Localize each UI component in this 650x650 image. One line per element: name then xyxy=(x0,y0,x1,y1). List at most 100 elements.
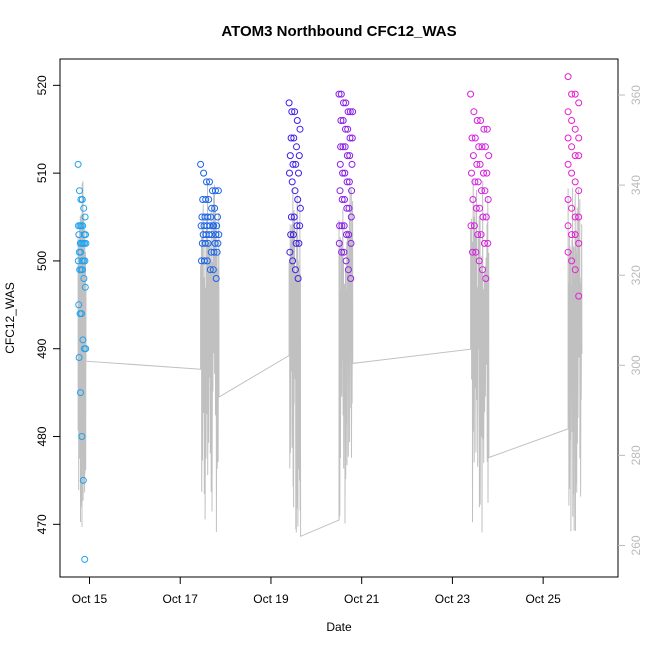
data-point xyxy=(208,204,216,212)
data-point xyxy=(214,213,221,221)
data-point xyxy=(341,169,349,177)
data-point xyxy=(345,204,353,212)
y2-tick-label: 340 xyxy=(629,175,643,195)
data-point xyxy=(289,160,297,168)
data-point xyxy=(81,213,89,221)
data-point xyxy=(213,248,221,256)
data-point xyxy=(335,239,343,247)
y2-axis: 260 280 300 320 340 360 xyxy=(618,85,643,555)
data-point xyxy=(208,231,216,239)
data-point xyxy=(286,152,294,160)
data-point xyxy=(207,213,215,221)
data-point xyxy=(564,196,572,203)
data-point xyxy=(293,117,301,124)
data-point xyxy=(291,187,299,195)
data-point xyxy=(571,213,579,221)
x-tick-label: Oct 19 xyxy=(253,592,289,606)
y2-tick-label: 300 xyxy=(629,355,643,375)
data-point xyxy=(296,204,304,212)
data-point xyxy=(339,169,347,177)
data-point xyxy=(571,266,579,274)
data-point xyxy=(571,90,579,98)
data-point xyxy=(296,125,304,133)
data-point xyxy=(345,231,353,239)
data-point xyxy=(212,275,220,282)
data-point xyxy=(348,160,356,168)
data-point xyxy=(575,187,583,195)
x-tick-label: Oct 17 xyxy=(163,592,199,606)
data-point xyxy=(568,231,576,239)
data-point xyxy=(74,160,82,168)
data-point xyxy=(568,169,576,177)
data-point xyxy=(343,231,350,239)
y2-tick-label: 280 xyxy=(629,445,643,465)
data-point xyxy=(477,231,485,239)
point-layer xyxy=(74,73,583,563)
x-tick-label: Oct 21 xyxy=(344,592,380,606)
data-point xyxy=(286,248,294,256)
data-point xyxy=(482,275,490,282)
data-point xyxy=(481,187,489,195)
data-point xyxy=(564,222,572,230)
data-point xyxy=(467,222,475,230)
data-point xyxy=(571,152,579,160)
data-point xyxy=(341,143,349,151)
data-point xyxy=(337,117,345,124)
data-point xyxy=(575,134,583,142)
data-point xyxy=(339,117,347,124)
data-point xyxy=(343,178,351,186)
data-point xyxy=(571,125,579,133)
data-point xyxy=(348,187,356,195)
data-point xyxy=(341,196,348,203)
data-point xyxy=(568,257,576,265)
data-point xyxy=(575,99,583,107)
data-point xyxy=(476,204,484,212)
data-point xyxy=(472,248,480,256)
data-point xyxy=(290,213,298,221)
data-point xyxy=(475,257,483,265)
data-point xyxy=(79,222,87,230)
data-point xyxy=(343,204,351,212)
data-point xyxy=(75,301,83,309)
data-point xyxy=(295,169,302,177)
data-point xyxy=(480,169,487,177)
x-axis: Oct 15 Oct 17 Oct 19 Oct 21 Oct 23 Oct 25 xyxy=(72,576,561,606)
data-point xyxy=(342,125,349,133)
data-point xyxy=(290,134,298,142)
data-point xyxy=(78,433,86,440)
data-point xyxy=(214,187,222,195)
data-point xyxy=(479,213,487,221)
data-point xyxy=(467,90,475,98)
data-point xyxy=(483,125,491,133)
data-point xyxy=(568,117,576,124)
data-point xyxy=(295,152,303,160)
data-point xyxy=(469,196,477,203)
data-point xyxy=(568,90,576,98)
data-point xyxy=(348,134,356,142)
data-point xyxy=(472,204,480,212)
data-point xyxy=(204,213,212,221)
data-point xyxy=(476,160,484,168)
data-point xyxy=(79,266,86,274)
y-tick-label: 500 xyxy=(35,251,49,271)
data-point xyxy=(81,283,89,291)
data-point xyxy=(200,169,208,177)
data-point xyxy=(568,204,576,212)
data-point xyxy=(475,143,483,151)
data-point xyxy=(293,143,300,151)
data-point xyxy=(76,187,83,195)
data-point xyxy=(338,196,346,203)
data-point xyxy=(468,169,475,177)
data-point xyxy=(342,99,350,107)
data-point xyxy=(575,152,583,160)
data-point xyxy=(292,160,300,168)
data-point xyxy=(212,231,220,239)
data-point xyxy=(336,222,344,230)
data-point xyxy=(471,134,479,142)
data-point xyxy=(80,275,88,282)
data-point xyxy=(200,257,208,265)
data-point xyxy=(205,196,213,203)
data-point xyxy=(80,204,88,212)
data-point xyxy=(288,108,296,116)
data-point xyxy=(345,178,353,186)
